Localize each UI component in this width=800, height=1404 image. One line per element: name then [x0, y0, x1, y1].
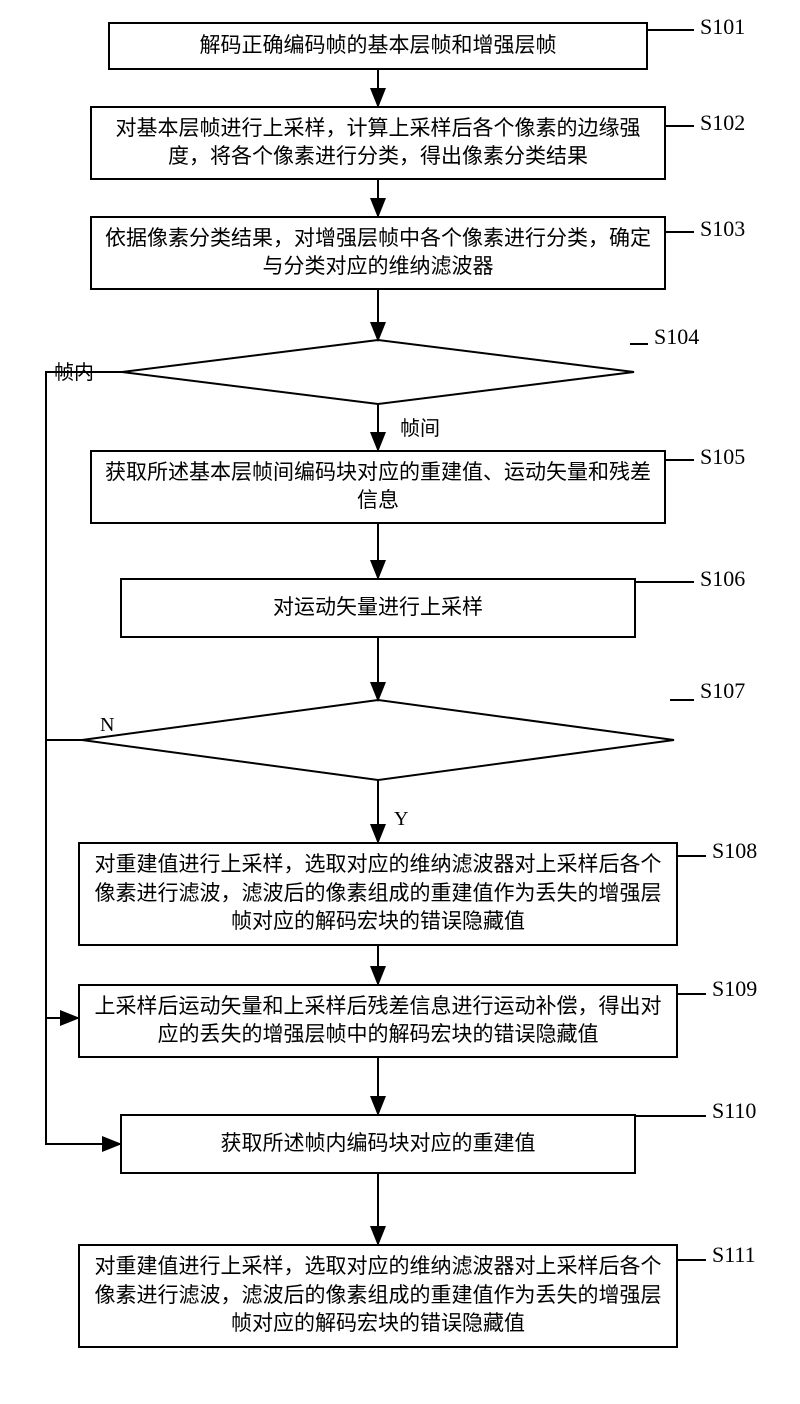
step-text: 帧间编码块还是帧内编码块: [252, 358, 504, 385]
step-text: 依据像素分类结果，对增强层帧中各个像素进行分类，确定与分类对应的维纳滤波器: [102, 225, 654, 282]
step-text: 获取所述基本层帧间编码块对应的重建值、运动矢量和残差信息: [102, 459, 654, 516]
step-text: 对运动矢量进行上采样: [273, 594, 483, 622]
step-text: 对重建值进行上采样，选取对应的维纳滤波器对上采样后各个像素进行滤波，滤波后的像素…: [90, 1253, 666, 1338]
label-s110: S110: [712, 1098, 756, 1124]
step-s111: 对重建值进行上采样，选取对应的维纳滤波器对上采样后各个像素进行滤波，滤波后的像素…: [78, 1244, 678, 1348]
step-text: 上采样后运动矢量和上采样后残差信息进行运动补偿，得出对应的丢失的增强层帧中的解码…: [90, 993, 666, 1050]
decision-s104-label: 帧间编码块还是帧内编码块: [170, 356, 586, 388]
decision-s107-label: 上采样后运动矢量坐标超过参考帧边界: [120, 724, 636, 756]
step-text: 解码正确编码帧的基本层帧和增强层帧: [200, 32, 557, 60]
step-text: 获取所述帧内编码块对应的重建值: [221, 1130, 536, 1158]
step-s101: 解码正确编码帧的基本层帧和增强层帧: [108, 22, 648, 70]
step-s103: 依据像素分类结果，对增强层帧中各个像素进行分类，确定与分类对应的维纳滤波器: [90, 216, 666, 290]
step-s102: 对基本层帧进行上采样，计算上采样后各个像素的边缘强度，将各个像素进行分类，得出像…: [90, 106, 666, 180]
edge-inter: 帧间: [400, 412, 440, 441]
edge-Y: Y: [394, 808, 408, 831]
edge-intra: 帧内: [54, 356, 94, 385]
label-s106: S106: [700, 566, 745, 592]
label-s101: S101: [700, 14, 745, 40]
label-s102: S102: [700, 110, 745, 136]
step-s110: 获取所述帧内编码块对应的重建值: [120, 1114, 636, 1174]
label-s103: S103: [700, 216, 745, 242]
label-s105: S105: [700, 444, 745, 470]
step-text: 对重建值进行上采样，选取对应的维纳滤波器对上采样后各个像素进行滤波，滤波后的像素…: [90, 851, 666, 936]
step-s105: 获取所述基本层帧间编码块对应的重建值、运动矢量和残差信息: [90, 450, 666, 524]
label-s107: S107: [700, 678, 745, 704]
step-s109: 上采样后运动矢量和上采样后残差信息进行运动补偿，得出对应的丢失的增强层帧中的解码…: [78, 984, 678, 1058]
connectors-svg: [0, 0, 800, 1404]
label-s108: S108: [712, 838, 757, 864]
label-s111: S111: [712, 1242, 756, 1268]
label-s109: S109: [712, 976, 757, 1002]
step-s106: 对运动矢量进行上采样: [120, 578, 636, 638]
edge-N: N: [100, 714, 114, 737]
step-s108: 对重建值进行上采样，选取对应的维纳滤波器对上采样后各个像素进行滤波，滤波后的像素…: [78, 842, 678, 946]
decision-s107-shape: [82, 700, 674, 780]
decision-s104-shape: [122, 340, 634, 404]
flowchart-canvas: 解码正确编码帧的基本层帧和增强层帧 对基本层帧进行上采样，计算上采样后各个像素的…: [0, 0, 800, 1404]
step-text: 对基本层帧进行上采样，计算上采样后各个像素的边缘强度，将各个像素进行分类，得出像…: [102, 115, 654, 172]
label-s104: S104: [654, 324, 699, 350]
step-text: 上采样后运动矢量坐标超过参考帧边界: [200, 726, 557, 753]
